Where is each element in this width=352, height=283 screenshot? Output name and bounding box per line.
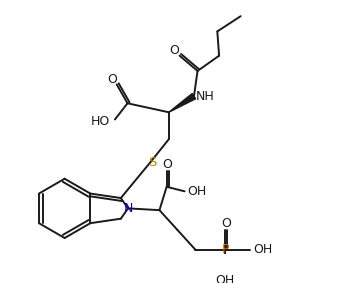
Text: S: S <box>149 156 157 169</box>
Text: O: O <box>107 72 117 85</box>
Text: O: O <box>169 44 179 57</box>
Text: NH: NH <box>195 90 214 103</box>
Polygon shape <box>169 93 196 112</box>
Text: N: N <box>124 202 134 215</box>
Text: OH: OH <box>215 274 235 283</box>
Text: HO: HO <box>91 115 110 128</box>
Text: O: O <box>163 158 172 171</box>
Text: O: O <box>221 217 231 230</box>
Text: OH: OH <box>188 185 207 198</box>
Text: P: P <box>221 243 229 256</box>
Text: OH: OH <box>253 243 272 256</box>
